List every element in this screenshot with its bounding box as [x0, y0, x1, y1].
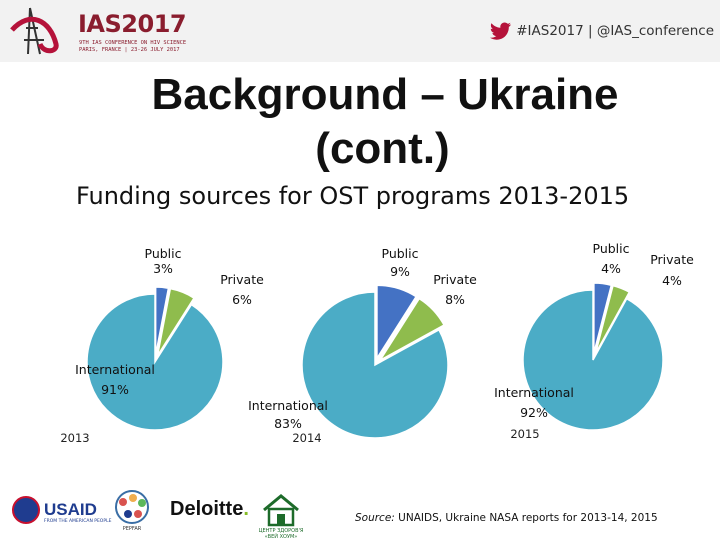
pepfar-emblem-icon — [115, 490, 149, 524]
pie-2015-slice-public — [593, 282, 613, 354]
house-icon — [263, 494, 299, 527]
pepfar-label: PEPFAR — [122, 526, 142, 532]
usaid-wordmark: USAID — [44, 500, 97, 519]
pie-2013-slice-international — [86, 293, 224, 431]
eiffel-tower-ribbon-icon — [10, 7, 59, 55]
social-text: #IAS2017 | @IAS_conference — [516, 23, 714, 39]
deloitte-wordmark: Deloitte — [170, 498, 244, 520]
pepfar-logo: PEPFAR — [103, 488, 161, 534]
logo-title: IAS2017 — [78, 10, 187, 38]
pie-2014-slice-international — [301, 291, 449, 439]
slice-name-label: Private — [433, 272, 477, 287]
pie-2014-slice-private — [379, 297, 446, 361]
way-home-logo: ЦЕНТР ЗДОРОВ'Я «ВЕЙ ХОУМ» — [258, 492, 304, 540]
pie-2013-label-private: Private 6% — [220, 272, 264, 307]
slice-value-label: 92% — [520, 405, 548, 420]
usaid-seal-icon — [12, 496, 40, 524]
slice-value-label: 4% — [662, 273, 682, 288]
pie-2013-slice-private — [156, 287, 196, 356]
chart-subtitle: Funding sources for OST programs 2013-20… — [76, 182, 630, 210]
pie-2015-label-private: Private 4% — [650, 252, 694, 288]
pie-2013-year-label: 2013 — [60, 431, 89, 445]
logo-line-2: PARIS, FRANCE | 23-26 JULY 2017 — [79, 47, 180, 53]
slice-value-label: 83% — [274, 416, 302, 431]
ias-logo: IAS2017 9TH IAS CONFERENCE ON HIV SCIENC… — [0, 0, 187, 62]
pie-2015-slice-private — [594, 284, 631, 354]
slide-title-line-1: Background – Ukraine — [151, 70, 619, 119]
slice-value-label: 6% — [232, 292, 252, 307]
slice-value-label: 4% — [601, 261, 621, 276]
slice-name-label: International — [248, 398, 328, 413]
slice-value-label: 3% — [153, 261, 173, 276]
way-home-label: ЦЕНТР ЗДОРОВ'Я «ВЕЙ ХОУМ» — [258, 528, 304, 540]
pie-2013-slice-public — [154, 286, 170, 356]
pie-2014-slice-public — [376, 284, 418, 361]
source-note: Source: UNAIDS, Ukraine NASA reports for… — [355, 512, 658, 524]
pie-2014-label-public: Public 9% — [382, 246, 419, 279]
source-prefix: Source: — [355, 512, 395, 524]
pie-2015-year-label: 2015 — [510, 427, 539, 441]
pie-2014-label-international: International 83% — [248, 398, 328, 431]
header-band: IAS2017 9TH IAS CONFERENCE ON HIV SCIENC… — [0, 0, 720, 62]
pie-2015-label-international: International 92% — [494, 385, 574, 420]
slide-title-line-2: (cont.) — [315, 124, 450, 173]
deloitte-dot: . — [243, 498, 249, 520]
slice-value-label: 9% — [390, 264, 410, 279]
slice-name-label: Public — [145, 246, 182, 261]
pie-2015-slice-international — [522, 289, 664, 431]
slice-name-label: International — [494, 385, 574, 400]
pie-2013-label-international: International 91% — [75, 362, 155, 397]
source-text: UNAIDS, Ukraine NASA reports for 2013-14… — [394, 512, 658, 524]
pie-2014-label-private: Private 8% — [433, 272, 477, 307]
slice-value-label: 91% — [101, 382, 129, 397]
usaid-logo: USAID FROM THE AMERICAN PEOPLE — [12, 494, 111, 528]
slice-value-label: 8% — [445, 292, 465, 307]
slice-name-label: Public — [593, 241, 630, 256]
slice-name-label: Private — [220, 272, 264, 287]
pie-2014-year-label: 2014 — [292, 431, 321, 445]
social-tag: #IAS2017 | @IAS_conference — [490, 22, 714, 40]
slice-name-label: Public — [382, 246, 419, 261]
logo-line-1: 9TH IAS CONFERENCE ON HIV SCIENCE — [79, 40, 187, 46]
deloitte-logo: Deloitte. — [170, 498, 249, 521]
pie-2015-label-public: Public 4% — [593, 241, 630, 276]
usaid-tagline: FROM THE AMERICAN PEOPLE — [44, 519, 112, 524]
twitter-bird-icon — [490, 22, 512, 40]
slice-name-label: Private — [650, 252, 694, 267]
slice-name-label: International — [75, 362, 155, 377]
